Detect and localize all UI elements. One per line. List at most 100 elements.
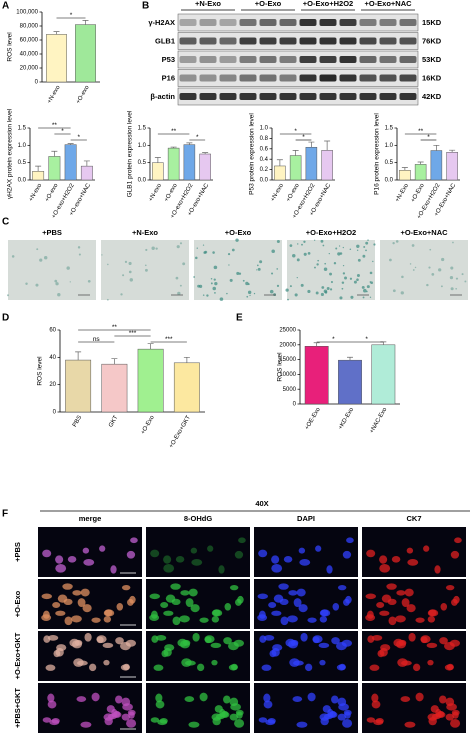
cell bbox=[121, 584, 131, 591]
stain-dot bbox=[321, 286, 325, 289]
cell bbox=[127, 709, 136, 716]
cell bbox=[278, 583, 289, 590]
error-bar bbox=[308, 141, 315, 148]
cell bbox=[371, 700, 381, 709]
y-tick-label: 1.0 bbox=[260, 126, 269, 132]
stain-dot bbox=[297, 243, 299, 245]
blot-band bbox=[219, 19, 237, 26]
error-bar bbox=[83, 160, 90, 167]
stain-dot bbox=[287, 298, 289, 301]
y-tick-label: 0.4 bbox=[260, 157, 269, 163]
y-tick-label: 0.5 bbox=[385, 160, 394, 166]
stain-dot bbox=[145, 248, 148, 252]
stain-dot bbox=[289, 285, 292, 288]
significance-label: ns bbox=[93, 336, 101, 343]
cell bbox=[228, 664, 238, 671]
cell bbox=[96, 635, 107, 643]
stain-dot bbox=[182, 262, 186, 266]
significance-label: * bbox=[77, 134, 80, 141]
y-tick-label: 0 bbox=[293, 402, 297, 408]
cell bbox=[305, 663, 313, 672]
cell bbox=[337, 584, 347, 591]
cell bbox=[332, 602, 340, 611]
stain-dot bbox=[249, 294, 251, 296]
x-tick-label: +O-exo bbox=[286, 182, 301, 203]
stain-dot bbox=[247, 290, 252, 295]
cell bbox=[180, 590, 190, 596]
stain-dot bbox=[106, 298, 109, 301]
significance-label: * bbox=[196, 134, 199, 141]
x-tick-label: PBS bbox=[72, 415, 83, 428]
y-tick-label: 0.5 bbox=[138, 160, 147, 166]
stain-dot bbox=[25, 282, 28, 286]
cell bbox=[391, 555, 401, 563]
stain-dot bbox=[289, 244, 293, 247]
cell bbox=[404, 588, 414, 597]
cell bbox=[77, 598, 86, 607]
blot-band bbox=[299, 93, 317, 100]
y-tick-label: 25000 bbox=[279, 328, 296, 334]
row-label: +O-Exo+GKT bbox=[13, 632, 22, 679]
stain-dot bbox=[177, 291, 181, 296]
cell bbox=[366, 717, 376, 723]
y-axis-label: ROS level bbox=[7, 32, 14, 62]
stain-dot bbox=[409, 263, 412, 265]
stain-dot bbox=[464, 280, 467, 283]
blot-band bbox=[259, 19, 277, 26]
blot-band bbox=[379, 56, 397, 63]
stain-dot bbox=[455, 287, 458, 290]
cell bbox=[265, 719, 276, 726]
stain-label: +O-Exo bbox=[225, 228, 252, 237]
y-tick-label: 1.5 bbox=[138, 126, 147, 132]
column-label: CK7 bbox=[406, 514, 421, 523]
stain-dot bbox=[256, 264, 259, 267]
cell bbox=[235, 598, 242, 606]
stain-dot bbox=[363, 245, 366, 248]
cell bbox=[445, 697, 455, 707]
cell bbox=[229, 697, 239, 707]
cell bbox=[221, 710, 229, 718]
stain-dot bbox=[206, 294, 209, 297]
cell bbox=[299, 558, 311, 566]
stain-label: +O-Exo+H2O2 bbox=[306, 228, 356, 237]
stain-dot bbox=[179, 242, 183, 245]
stain-dot bbox=[326, 287, 330, 290]
cell bbox=[238, 537, 246, 544]
stain-dot bbox=[242, 279, 245, 282]
stain-dot bbox=[269, 289, 274, 294]
cell bbox=[64, 616, 73, 626]
cell bbox=[271, 563, 283, 573]
stain-dot bbox=[461, 273, 464, 276]
cell bbox=[290, 639, 299, 646]
cell bbox=[185, 598, 194, 607]
stain-dot bbox=[296, 276, 298, 279]
error-bar bbox=[82, 20, 89, 25]
stain-dot bbox=[213, 278, 216, 281]
stain-dot bbox=[316, 263, 319, 266]
cell bbox=[120, 664, 130, 671]
stain-dot bbox=[329, 288, 333, 291]
cell bbox=[283, 555, 293, 563]
stain-dot bbox=[196, 247, 198, 249]
stain-dot bbox=[175, 276, 179, 280]
band-label: GLB1 bbox=[155, 37, 175, 46]
cell bbox=[407, 558, 419, 566]
stain-dot bbox=[341, 287, 344, 290]
blot-band bbox=[179, 37, 197, 45]
cell bbox=[379, 555, 388, 564]
blot-band bbox=[259, 56, 277, 63]
cell bbox=[366, 549, 376, 558]
error-bar bbox=[449, 149, 456, 153]
cell bbox=[322, 705, 331, 713]
stain-dot bbox=[271, 272, 274, 275]
stain-dot bbox=[66, 266, 70, 270]
y-tick-label: 100,000 bbox=[16, 10, 38, 16]
stain-dot bbox=[128, 261, 132, 266]
bar bbox=[64, 144, 77, 181]
stain-dot bbox=[195, 256, 198, 260]
cell bbox=[62, 583, 73, 590]
stain-dot bbox=[322, 244, 325, 247]
bar bbox=[65, 359, 92, 413]
fluorescence-image bbox=[362, 527, 466, 577]
significance-label: * bbox=[302, 134, 305, 141]
